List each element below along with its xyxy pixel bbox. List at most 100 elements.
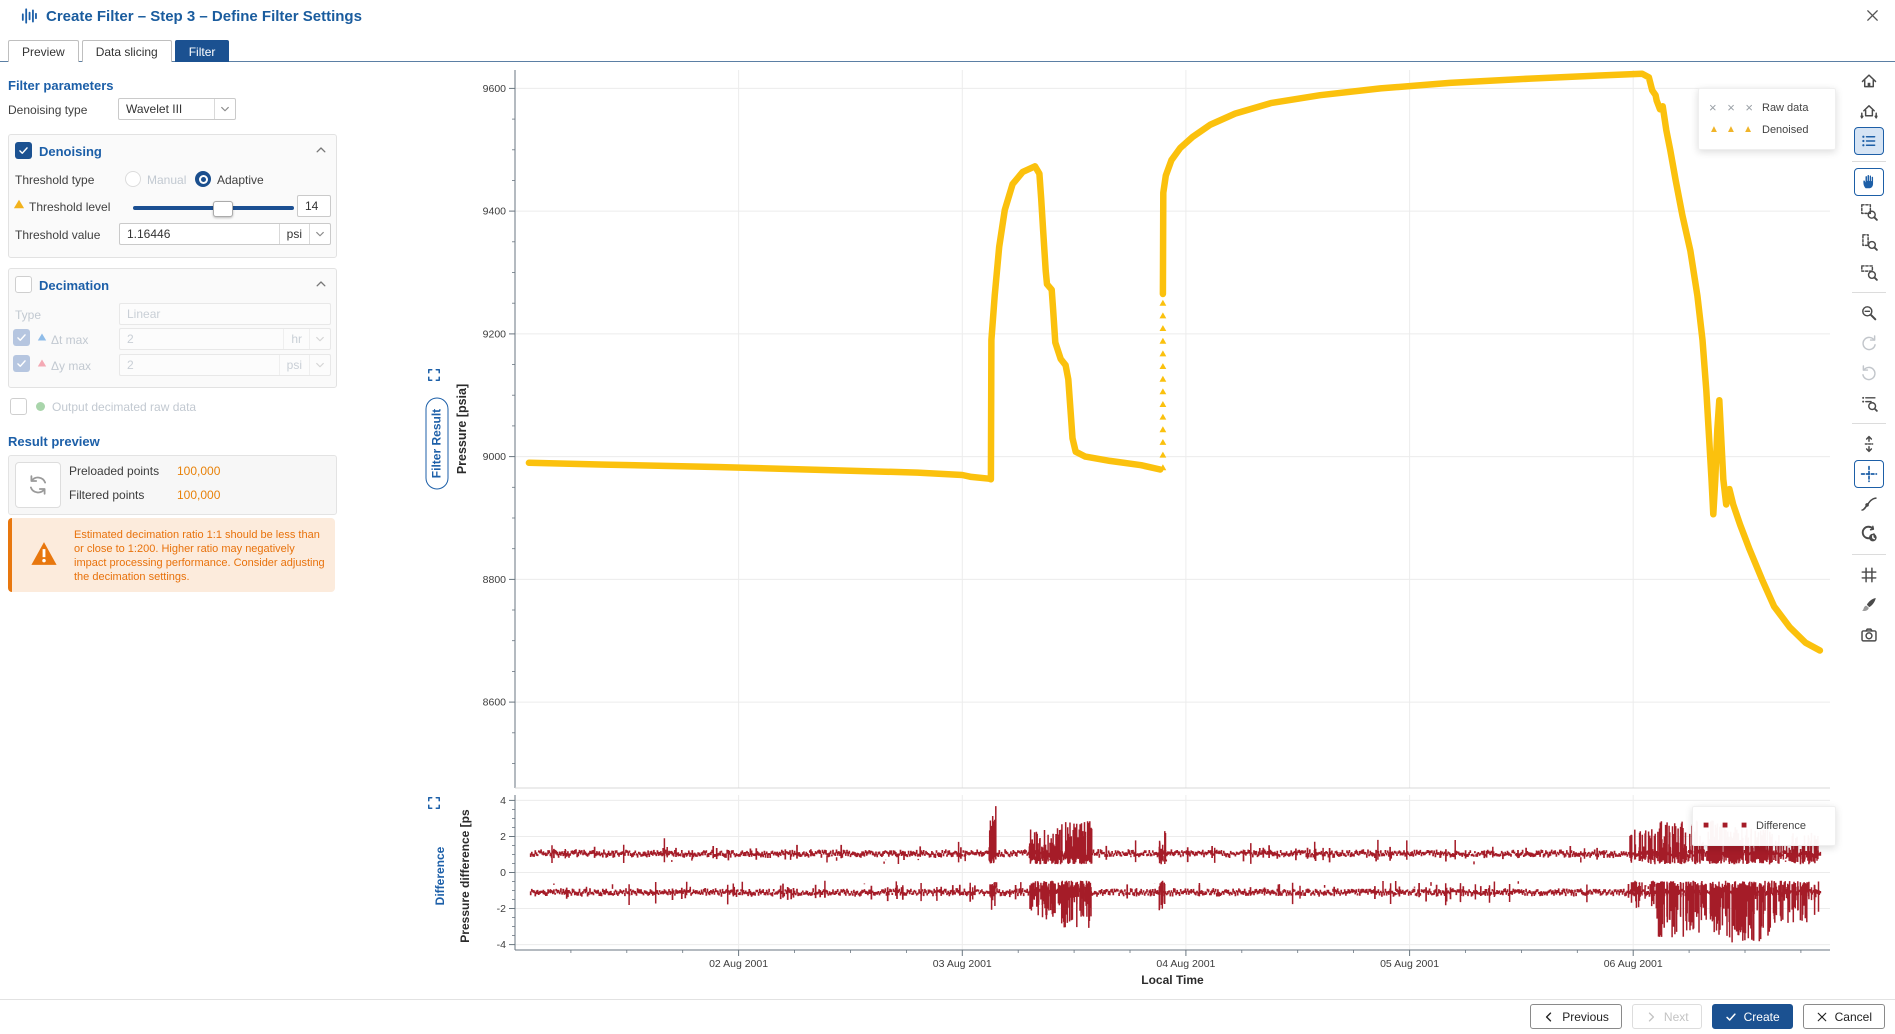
create-button[interactable]: Create — [1711, 1004, 1793, 1029]
undo-zoom-button[interactable] — [1854, 329, 1884, 357]
chevron-left-icon — [1543, 1011, 1555, 1023]
threshold-level-input[interactable]: 14 — [297, 195, 331, 217]
chevron-up-icon[interactable] — [314, 143, 328, 157]
expand-icon[interactable] — [427, 796, 442, 811]
refresh-button[interactable] — [15, 462, 61, 508]
decimation-type-label: Type — [15, 308, 42, 322]
tab-filter[interactable]: Filter — [174, 40, 230, 62]
snapshot-camera-button[interactable] — [1854, 621, 1884, 649]
decimation-checkbox[interactable] — [15, 276, 32, 293]
chevron-down-icon — [310, 333, 330, 345]
warning-triangle-icon — [30, 540, 58, 568]
zoom-x-icon — [1862, 234, 1878, 251]
svg-text:2: 2 — [500, 831, 506, 843]
chart-canvas[interactable]: 8600 8800 9000 9200 9400 9600 -4 -2 0 2 4 02 Aug 20… — [420, 60, 1840, 1000]
fit-vertical-icon — [1864, 435, 1874, 453]
zoom-list-button[interactable] — [1854, 389, 1884, 417]
decimation-type-select: Linear — [119, 303, 331, 325]
denoising-panel: Denoising Threshold type Manual Adaptive… — [8, 134, 337, 258]
tab-preview[interactable]: Preview — [8, 40, 79, 62]
legend-item-raw-data[interactable]: × × × Raw data — [1709, 97, 1825, 119]
fit-vertical-button[interactable] — [1854, 430, 1884, 458]
legend-item-denoised[interactable]: ▲ ▲ ▲ Denoised — [1709, 119, 1825, 141]
redo-zoom-icon — [1862, 365, 1876, 381]
tangent-point-button[interactable] — [1854, 490, 1884, 518]
difference-button[interactable]: Difference — [433, 846, 447, 906]
chevron-up-icon — [316, 147, 326, 153]
zoom-y-button[interactable] — [1854, 258, 1884, 286]
radio-manual — [125, 171, 141, 187]
crosshair-icon — [1860, 465, 1878, 483]
radio-adaptive-label: Adaptive — [217, 173, 264, 187]
svg-text:-4: -4 — [497, 939, 506, 951]
zoom-list-icon — [1862, 396, 1878, 412]
warning-text: Estimated decimation ratio 1:1 should be… — [74, 529, 325, 583]
chevron-down-icon — [316, 362, 324, 368]
output-raw-label: Output decimated raw data — [52, 400, 197, 414]
decimation-title: Decimation — [39, 278, 110, 293]
denoising-type-value: Wavelet III — [126, 102, 183, 116]
threshold-value-label: Threshold value — [15, 228, 101, 242]
svg-text:8800: 8800 — [483, 574, 507, 586]
triangle-marker-icon: ▲ ▲ ▲ — [1709, 124, 1753, 135]
threshold-level-slider[interactable] — [133, 201, 294, 217]
legend-item-difference[interactable]: ■ ■ ■ Difference — [1703, 815, 1825, 837]
chevron-up-icon — [316, 281, 326, 287]
svg-text:05 Aug 2001: 05 Aug 2001 — [1380, 958, 1439, 970]
svg-text:0: 0 — [500, 867, 506, 879]
expand-icon — [428, 369, 440, 381]
radio-adaptive[interactable] — [195, 171, 211, 187]
radio-manual-label: Manual — [147, 173, 187, 187]
close-icon — [1816, 1011, 1828, 1023]
previous-button[interactable]: Previous — [1530, 1004, 1622, 1029]
crosshair-button[interactable] — [1854, 460, 1884, 488]
square-marker-icon: ■ ■ ■ — [1703, 820, 1747, 831]
expand-icon — [428, 797, 440, 809]
grid-button[interactable] — [1854, 561, 1884, 589]
svg-text:Local Time: Local Time — [1141, 973, 1204, 987]
decimation-warning: Estimated decimation ratio 1:1 should be… — [8, 518, 335, 592]
zoom-out-button[interactable] — [1854, 299, 1884, 327]
tabstrip-divider — [0, 61, 1895, 62]
dt-max-checkbox — [13, 329, 30, 346]
redo-zoom-button[interactable] — [1854, 359, 1884, 387]
svg-text:02 Aug 2001: 02 Aug 2001 — [709, 958, 768, 970]
legend-list-button[interactable] — [1854, 127, 1884, 155]
denoising-type-select[interactable]: Wavelet III — [118, 98, 236, 120]
chart-toolbar — [1848, 66, 1890, 650]
zoom-y-icon — [1861, 265, 1878, 281]
svg-text:06 Aug 2001: 06 Aug 2001 — [1604, 958, 1663, 970]
check-icon — [1725, 1012, 1736, 1021]
zoom-x-button[interactable] — [1854, 228, 1884, 256]
tangent-point-icon — [1861, 497, 1877, 511]
dy-max-checkbox — [13, 355, 30, 372]
svg-text:9000: 9000 — [483, 451, 507, 463]
expand-icon[interactable] — [427, 368, 442, 383]
dy-warning-triangle-icon — [37, 359, 47, 367]
result-preview-heading: Result preview — [8, 434, 100, 449]
legend-list-icon — [1862, 135, 1876, 147]
home-button[interactable] — [1854, 67, 1884, 95]
denoising-checkbox[interactable] — [15, 142, 32, 159]
slider-thumb[interactable] — [212, 201, 233, 217]
threshold-value-unit[interactable]: psi — [286, 227, 302, 241]
chevron-up-icon[interactable] — [314, 277, 328, 291]
chevron-right-icon — [1648, 1011, 1654, 1022]
cancel-button[interactable]: Cancel — [1802, 1004, 1885, 1029]
home-restore-button[interactable] — [1854, 97, 1884, 125]
pan-hand-button[interactable] — [1854, 168, 1884, 196]
chevron-down-icon — [316, 231, 324, 237]
svg-text:9400: 9400 — [483, 206, 507, 218]
threshold-value-input[interactable]: 1.16446 psi — [119, 223, 331, 245]
style-brush-button[interactable] — [1854, 591, 1884, 619]
close-icon[interactable] — [1865, 8, 1883, 26]
green-dot-icon — [36, 402, 45, 411]
preloaded-points-label: Preloaded points — [69, 464, 160, 478]
grid-icon — [1861, 567, 1877, 583]
time-shift-button[interactable] — [1854, 520, 1884, 548]
time-shift-icon — [1861, 525, 1877, 542]
next-button[interactable]: Next — [1631, 1004, 1702, 1029]
tab-data-slicing[interactable]: Data slicing — [81, 40, 172, 62]
zoom-area-button[interactable] — [1854, 198, 1884, 226]
filter-result-button[interactable]: Filter Result — [425, 397, 449, 490]
